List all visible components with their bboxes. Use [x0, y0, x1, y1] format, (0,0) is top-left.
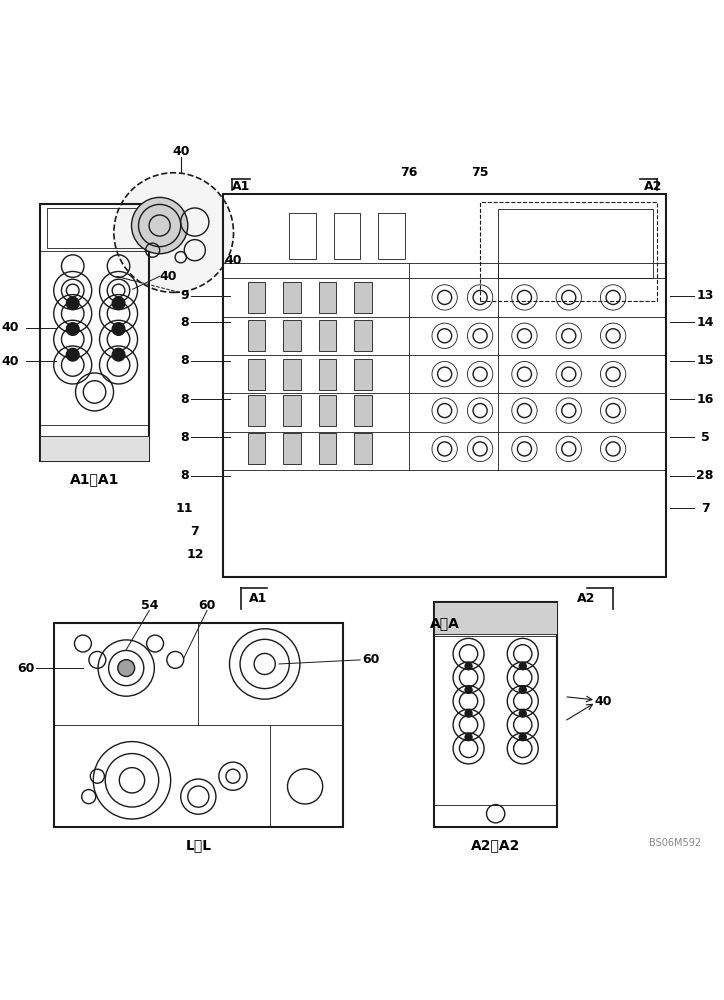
Text: 76: 76 [400, 166, 418, 179]
Text: 60: 60 [198, 599, 216, 612]
Bar [319, 433, 337, 464]
Text: 5: 5 [701, 431, 710, 444]
Bar [498, 209, 653, 278]
Bar [223, 194, 666, 577]
Text: 28: 28 [696, 469, 714, 482]
Text: 8: 8 [180, 469, 188, 482]
Circle shape [519, 686, 526, 693]
Text: 14: 14 [696, 316, 714, 329]
Circle shape [519, 734, 526, 741]
Text: 40: 40 [172, 145, 190, 158]
Text: 8: 8 [180, 393, 188, 406]
Text: L～L: L～L [185, 838, 211, 852]
Bar [248, 359, 266, 390]
Bar [248, 433, 266, 464]
Bar [354, 433, 372, 464]
Circle shape [465, 734, 472, 741]
Bar [223, 194, 666, 263]
Text: A～A: A～A [430, 616, 460, 630]
Bar [319, 395, 337, 426]
Text: 12: 12 [186, 548, 203, 561]
Bar [354, 359, 372, 390]
Bar [283, 320, 301, 351]
Bar [283, 282, 301, 313]
Text: A2～A2: A2～A2 [471, 838, 521, 852]
Text: A2: A2 [577, 592, 596, 605]
Bar [319, 282, 337, 313]
Bar [40, 436, 149, 461]
Text: 16: 16 [696, 393, 714, 406]
Text: 7: 7 [701, 502, 710, 515]
Bar [319, 359, 337, 390]
Bar [434, 602, 557, 634]
Text: 8: 8 [180, 354, 188, 367]
Bar [283, 395, 301, 426]
Bar [40, 204, 149, 461]
Text: A1: A1 [249, 592, 268, 605]
Circle shape [112, 297, 125, 310]
Text: 15: 15 [696, 354, 714, 367]
Circle shape [118, 660, 135, 676]
Bar [434, 602, 557, 827]
Circle shape [465, 663, 472, 670]
Bar [54, 623, 342, 827]
Text: 40: 40 [1, 355, 19, 368]
Text: A2: A2 [644, 180, 662, 193]
Bar [248, 320, 266, 351]
Bar [354, 320, 372, 351]
Text: BS06M592: BS06M592 [649, 838, 702, 848]
Circle shape [132, 197, 188, 254]
Text: 13: 13 [696, 289, 714, 302]
Text: A1: A1 [232, 180, 250, 193]
Text: 60: 60 [362, 653, 379, 666]
Bar [248, 395, 266, 426]
Circle shape [114, 173, 234, 292]
Text: 40: 40 [159, 270, 177, 283]
Circle shape [465, 710, 472, 717]
Text: 40: 40 [1, 321, 19, 334]
Bar [319, 320, 337, 351]
Text: 40: 40 [594, 695, 612, 708]
Bar [378, 213, 405, 259]
Circle shape [67, 297, 79, 310]
Bar [354, 282, 372, 313]
Text: 8: 8 [180, 316, 188, 329]
Text: 40: 40 [224, 254, 243, 267]
Text: 54: 54 [140, 599, 158, 612]
Circle shape [519, 710, 526, 717]
Bar [334, 213, 361, 259]
Bar [480, 202, 657, 301]
Circle shape [112, 323, 125, 335]
Circle shape [112, 348, 125, 361]
Bar [283, 359, 301, 390]
Text: 9: 9 [180, 289, 188, 302]
Circle shape [67, 348, 79, 361]
Text: A1～A1: A1～A1 [70, 472, 119, 486]
Text: 7: 7 [190, 525, 199, 538]
Bar [47, 208, 142, 248]
Text: 75: 75 [471, 166, 489, 179]
Bar [354, 395, 372, 426]
Circle shape [465, 686, 472, 693]
Text: 60: 60 [17, 662, 35, 675]
Bar [290, 213, 316, 259]
Circle shape [519, 663, 526, 670]
Circle shape [67, 323, 79, 335]
Bar [248, 282, 266, 313]
Text: 8: 8 [180, 431, 188, 444]
Bar [283, 433, 301, 464]
Text: 11: 11 [175, 502, 193, 515]
